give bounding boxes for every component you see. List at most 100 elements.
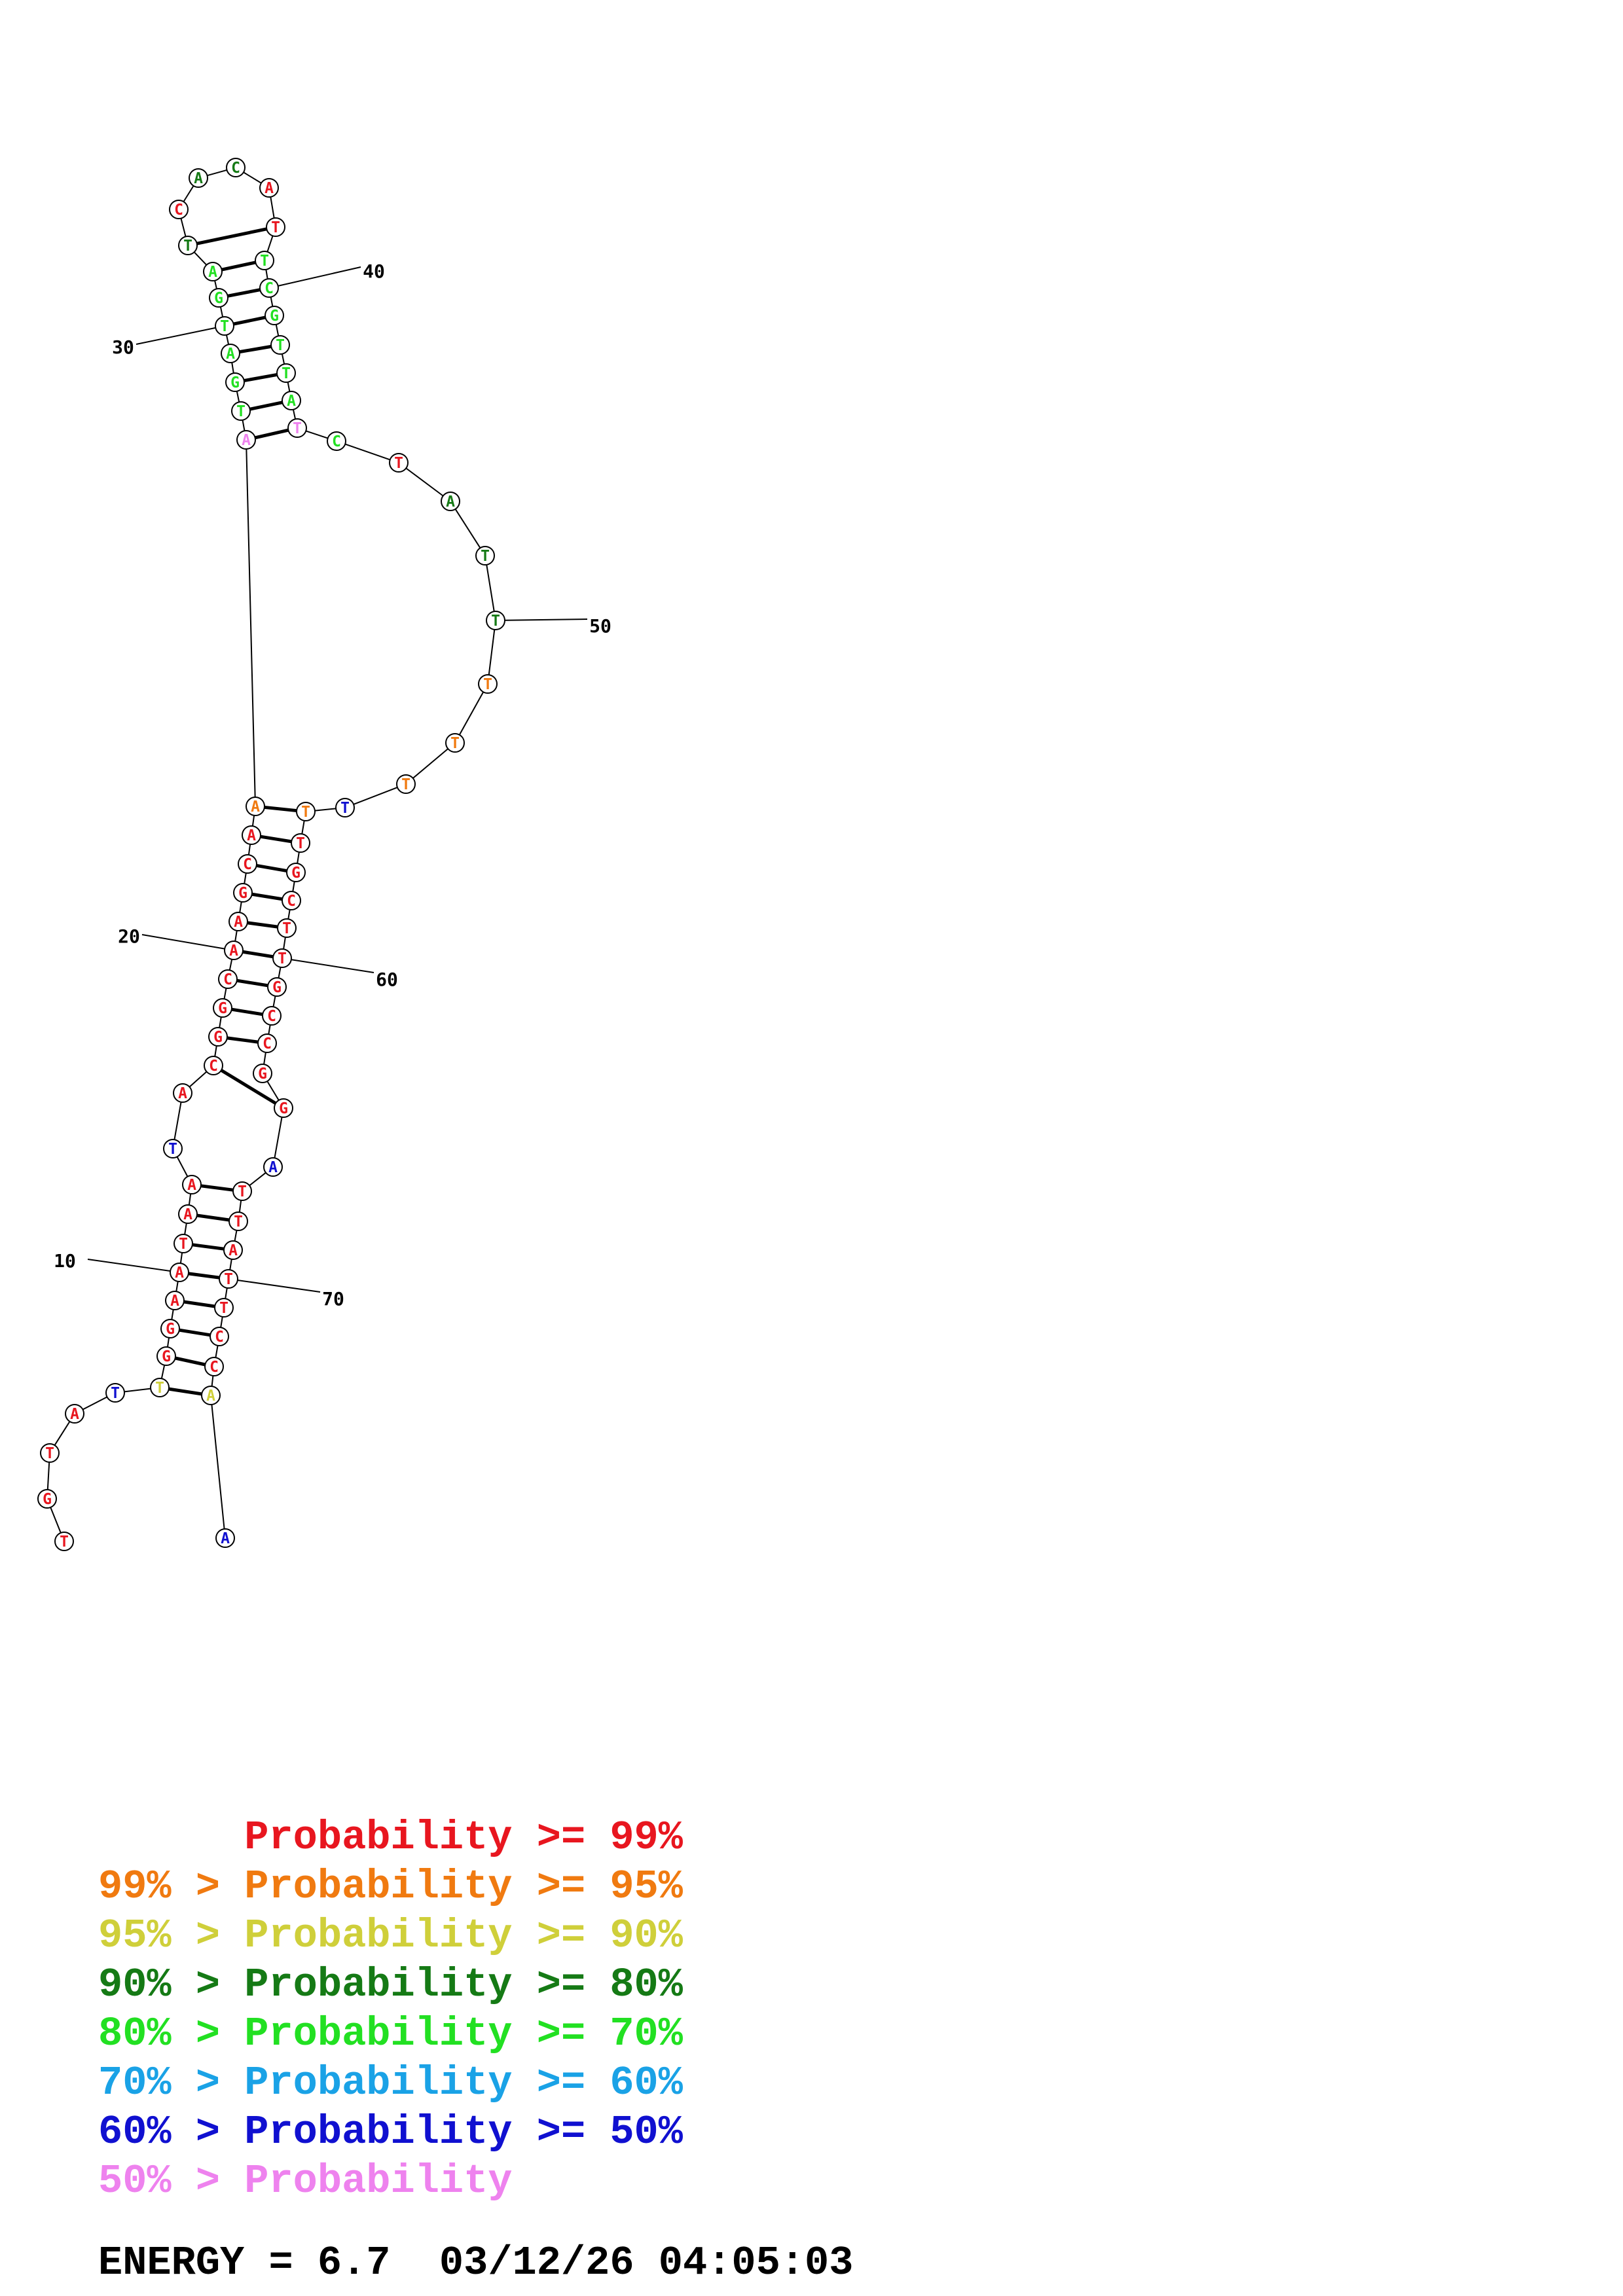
timestamp: 03/12/26 04:05:03	[439, 2240, 854, 2286]
legend-right: >= 80%	[512, 1962, 683, 2008]
backbone-segment	[405, 467, 444, 497]
nucleotide-circle	[156, 1346, 176, 1366]
nucleotide-6: T	[150, 1378, 170, 1397]
nucleotide-circle	[219, 1269, 238, 1289]
nucleotide-letter: T	[491, 613, 500, 630]
base-pair-bond	[227, 288, 261, 298]
nucleotide-circle	[204, 1357, 224, 1376]
backbone-segment	[225, 1287, 228, 1299]
nucleotide-letter: A	[221, 1530, 230, 1547]
base-pair-bond	[247, 921, 278, 929]
base-pair-bond	[249, 401, 283, 411]
nucleotide-letter: A	[247, 827, 256, 844]
nucleotide-circle	[105, 1383, 125, 1403]
nucleotide-letter: A	[264, 180, 274, 197]
backbone-segment	[231, 362, 234, 374]
nucleotide-letter: G	[213, 1029, 223, 1046]
nucleotide-circle	[178, 236, 198, 255]
backbone-segment	[215, 1345, 219, 1358]
nucleotide-letter: A	[170, 1293, 179, 1310]
tick-line-30	[136, 325, 225, 345]
nucleotide-letter: C	[332, 433, 341, 450]
legend-left	[98, 1814, 244, 1861]
nucleotide-circle	[242, 825, 261, 845]
backbone-segment	[214, 1045, 217, 1057]
nucleotide-circle	[255, 251, 274, 270]
nucleotide-circle	[259, 278, 279, 298]
backbone-segment	[50, 1507, 62, 1534]
nucleotide-letter: T	[260, 253, 269, 270]
legend-row: 50% > Probability	[98, 2157, 683, 2206]
tick-label-30: 30	[112, 336, 134, 358]
legend-left: 70% >	[98, 2060, 245, 2106]
nucleotide-circle	[232, 1181, 252, 1201]
nucleotide-circle	[65, 1404, 84, 1424]
nucleotide-letter: G	[230, 374, 240, 391]
nucleotide-35: A	[189, 168, 208, 188]
nucleotide-letter: A	[234, 914, 243, 931]
nucleotide-58: C	[282, 891, 301, 910]
nucleotide-letter: T	[168, 1141, 177, 1158]
nucleotide-letter: A	[178, 1085, 187, 1102]
nucleotide-39: T	[255, 251, 274, 270]
nucleotide-66: A	[263, 1157, 283, 1177]
backbone-segment	[234, 1230, 238, 1242]
nucleotide-circle	[282, 391, 301, 410]
nucleotide-55: T	[296, 802, 316, 821]
nucleotide-27: T	[231, 401, 251, 421]
nucleotide-18: G	[213, 998, 232, 1018]
nucleotide-letter: G	[218, 1000, 227, 1017]
nucleotide-circle	[257, 1033, 277, 1053]
legend-left: 50% >	[98, 2158, 245, 2204]
legend-left: 60% >	[98, 2109, 245, 2155]
nucleotide-letter: G	[162, 1348, 171, 1365]
nucleotide-13: A	[182, 1175, 202, 1194]
nucleotide-circle	[173, 1083, 192, 1103]
nucleotide-24: A	[242, 825, 261, 845]
backbone-segment	[193, 251, 208, 266]
nucleotide-46: C	[327, 431, 346, 451]
nucleotide-28: G	[225, 372, 245, 392]
nucleotide-circle	[201, 1386, 221, 1405]
nucleotide-5: T	[105, 1383, 125, 1403]
nucleotide-letter: A	[251, 798, 260, 816]
legend-probability: Probability	[244, 2158, 513, 2204]
nucleotide-61: G	[267, 977, 287, 997]
backbone-segment	[292, 881, 295, 892]
legend-right: >= 90%	[512, 1912, 683, 1959]
backbone-segment	[281, 353, 285, 365]
backbone-segment	[171, 1309, 174, 1320]
legend-probability: Probability	[244, 1912, 513, 1959]
tick-label-40: 40	[363, 260, 385, 282]
nucleotide-75: A	[215, 1528, 235, 1548]
backbone-segment	[124, 1388, 151, 1393]
nucleotide-letter: A	[228, 1242, 238, 1259]
nucleotide-circle	[246, 797, 265, 816]
nucleotide-letter: T	[450, 735, 460, 752]
nucleotide-circle	[165, 1291, 185, 1310]
nucleotide-circle	[291, 833, 310, 853]
nucleotide-letter: T	[45, 1445, 54, 1462]
tick-line-10	[87, 1259, 180, 1273]
nucleotide-circle	[223, 1240, 243, 1260]
backbone-segment	[189, 1071, 208, 1088]
legend-probability: Probability	[244, 1962, 513, 2008]
nucleotide-letter: A	[242, 432, 251, 449]
nucleotide-letter: G	[258, 1066, 267, 1083]
backbone-segment	[180, 218, 187, 237]
backbone-segment	[270, 196, 275, 219]
nucleotide-letter: T	[340, 800, 350, 817]
nucleotide-circle	[215, 316, 234, 336]
legend-row: 80% > Probability >= 70%	[98, 2009, 683, 2058]
nucleotide-14: T	[163, 1139, 183, 1158]
nucleotide-letter: T	[220, 318, 229, 335]
tick-line-70	[228, 1278, 321, 1293]
nucleotide-letter: G	[270, 308, 279, 325]
backbone	[46, 169, 496, 1534]
nucleotide-circle	[54, 1532, 74, 1551]
nucleotide-letter: A	[183, 1206, 192, 1223]
nucleotide-circle	[214, 1298, 234, 1318]
base-pair-bond	[242, 950, 274, 959]
nucleotide-7: G	[156, 1346, 176, 1366]
